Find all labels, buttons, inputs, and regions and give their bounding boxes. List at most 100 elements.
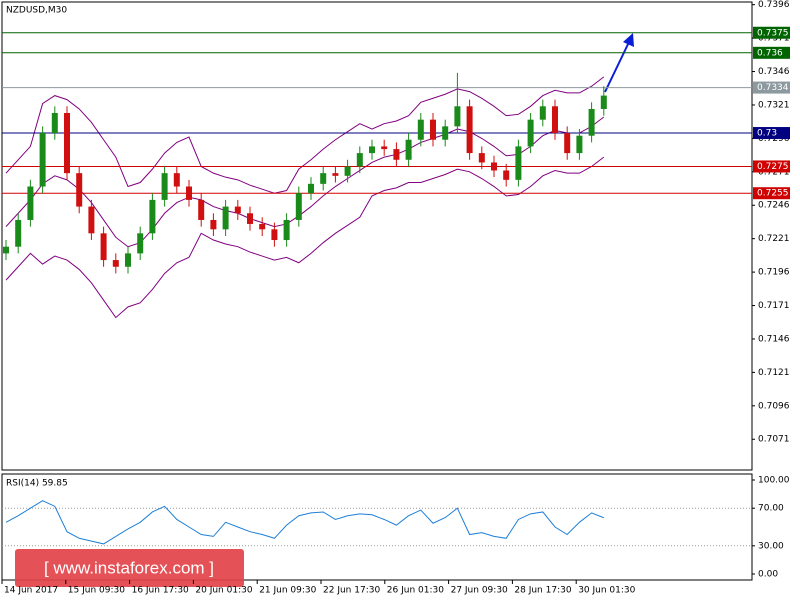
price-panel: [1, 1, 753, 471]
candle-body: [76, 173, 83, 207]
x-tick-label: 21 Jun 09:30: [259, 586, 316, 596]
rsi-tick-label: 70.00: [758, 504, 784, 514]
rsi-tick-label: 30.00: [758, 541, 784, 551]
candle-body: [442, 126, 449, 140]
candle-body: [600, 95, 607, 109]
x-tick-label: 26 Jun 01:30: [387, 586, 444, 596]
candle-body: [222, 206, 229, 230]
x-tick-label: 27 Jun 09:30: [451, 586, 508, 596]
x-tick-label: 30 Jun 01:30: [578, 586, 635, 596]
y-tick-label: 0.7346: [758, 67, 790, 77]
level-label-box: [753, 160, 790, 173]
candle-body: [198, 199, 205, 220]
candle-body: [88, 206, 95, 234]
x-tick-label: 14 Jun 2017: [4, 586, 58, 596]
candle-body: [491, 162, 497, 171]
candle-body: [186, 186, 192, 200]
candle-body: [112, 260, 119, 267]
y-tick-label: 0.7096: [758, 401, 790, 411]
candle-body: [588, 108, 595, 136]
candle-body: [564, 133, 571, 154]
candle-body: [576, 135, 583, 154]
rsi-tick-label: 100.00: [758, 476, 790, 486]
y-tick-label: 0.7071: [758, 435, 790, 445]
candle-body: [539, 106, 546, 120]
candle-body: [39, 133, 46, 187]
level-label-box: [753, 187, 790, 200]
rsi-line: [5, 500, 604, 545]
watermark: [ www.instaforex.com ]: [44, 558, 214, 577]
candle-body: [478, 153, 485, 163]
candle-body: [149, 199, 156, 234]
bollinger-lower: [5, 156, 605, 319]
candle-body: [320, 173, 327, 184]
candle-body: [454, 106, 461, 127]
rsi-label: RSI(14) 59.85: [6, 479, 68, 489]
level-label: 0.73: [757, 129, 777, 139]
candle-body: [100, 233, 107, 261]
y-tick-label: 0.7171: [758, 301, 790, 311]
candle-body: [173, 173, 180, 187]
level-label: 0.7375: [757, 28, 789, 38]
candle-body: [515, 146, 522, 180]
candle-body: [527, 119, 534, 147]
candle-body: [466, 106, 473, 154]
y-tick-label: 0.7196: [758, 268, 790, 278]
y-tick-label: 0.7146: [758, 334, 790, 344]
bollinger-middle: [5, 116, 605, 248]
level-label-box: [753, 46, 790, 59]
candle-body: [15, 219, 22, 247]
x-tick-label: 20 Jun 01:30: [195, 586, 252, 596]
y-tick-label: 0.7246: [758, 201, 790, 211]
level-label: 0.736: [757, 48, 783, 58]
candle-body: [381, 146, 388, 150]
x-tick-label: 15 Jun 09:30: [68, 586, 125, 596]
level-label-box: [753, 127, 790, 140]
candle-body: [430, 119, 436, 140]
candle-body: [369, 146, 375, 154]
watermark-box: [15, 549, 244, 587]
candle-body: [503, 170, 510, 180]
candle-body: [137, 233, 144, 254]
candle-body: [405, 139, 412, 160]
candle-body: [51, 112, 58, 134]
candle-body: [271, 229, 278, 241]
candle-body: [234, 206, 241, 214]
level-label: 0.7255: [757, 189, 789, 199]
candle-body: [283, 219, 290, 241]
y-tick-label: 0.7321: [758, 100, 790, 110]
x-tick-label: 28 Jun 17:30: [514, 586, 571, 596]
forecast-arrow: [604, 39, 631, 93]
x-tick-label: 22 Jun 17:30: [323, 586, 380, 596]
candle-body: [125, 253, 131, 267]
candle-body: [259, 223, 266, 230]
arrow-head: [623, 33, 634, 47]
candle-body: [161, 173, 168, 200]
chart-title: NZDUSD,M30: [6, 6, 67, 16]
candle-body: [3, 246, 9, 254]
candle-body: [210, 219, 217, 230]
candle-body: [332, 173, 339, 176]
x-tick-label: 16 Jun 17:30: [132, 586, 189, 596]
candle-body: [417, 119, 424, 140]
level-label: 0.7334: [757, 83, 789, 93]
candle-body: [295, 193, 302, 220]
y-tick-label: 0.7221: [758, 234, 790, 244]
level-label-box: [753, 26, 790, 39]
candle-body: [552, 106, 558, 134]
level-label: 0.7275: [757, 162, 789, 172]
candle-body: [64, 112, 70, 174]
candle-body: [344, 166, 351, 176]
rsi-tick-label: 0.00: [758, 570, 778, 580]
y-tick-label: 0.7121: [758, 368, 790, 378]
level-label-box: [753, 81, 790, 94]
candle-body: [308, 183, 314, 194]
candle-body: [356, 153, 363, 167]
candle-body: [393, 149, 400, 160]
candle-body: [247, 213, 253, 224]
y-tick-label: 0.7396: [758, 0, 790, 10]
bollinger-upper: [5, 76, 605, 194]
candle-body: [27, 186, 34, 220]
